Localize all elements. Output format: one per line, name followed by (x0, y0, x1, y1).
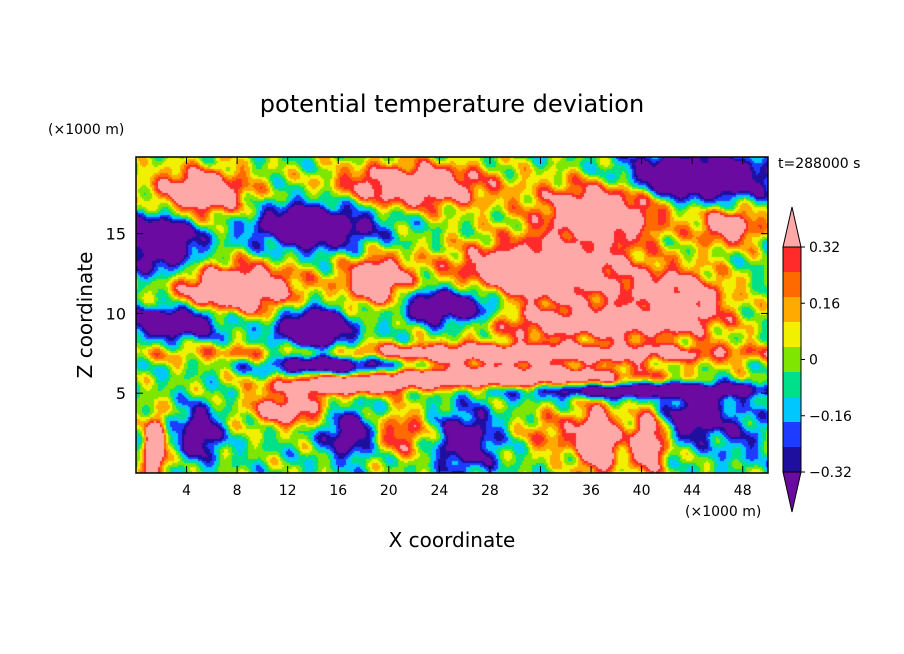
y-tick-label: 5 (116, 384, 126, 403)
colorbar-band (783, 447, 801, 472)
x-unit-label: (×1000 m) (685, 504, 761, 520)
colorbar-band (783, 322, 801, 347)
colorbar-band (783, 272, 801, 297)
colorbar-label: 0 (809, 353, 818, 369)
plot-frame (135, 156, 769, 474)
x-tick-label: 20 (380, 483, 398, 499)
colorbar-bottom-arrow (782, 471, 802, 513)
colorbar-label: 0.32 (809, 240, 840, 256)
colorbar-band (783, 397, 801, 422)
x-tick-label: 36 (582, 483, 600, 499)
y-axis-label: Z coordinate (73, 252, 97, 379)
colorbar-band (783, 247, 801, 272)
y-tick-label: 15 (106, 225, 126, 244)
colorbar-band (783, 347, 801, 372)
colorbar-label: −0.32 (809, 465, 852, 481)
y-axis-ticks: 5 10 15 (106, 225, 768, 403)
x-tick-label: 44 (683, 483, 701, 499)
x-axis-label: X coordinate (389, 528, 516, 552)
x-tick-label: 32 (532, 483, 550, 499)
x-tick-label: 8 (233, 483, 242, 499)
colorbar-label: 0.16 (809, 296, 840, 312)
colorbar-band (783, 372, 801, 397)
x-axis-ticks: 4 8 12 16 20 24 28 32 36 40 44 48 (182, 157, 752, 499)
y-tick-label: 10 (106, 304, 126, 323)
y-unit-label: (×1000 m) (48, 122, 124, 138)
colorbar-top-arrow (782, 206, 802, 248)
chart-title: potential temperature deviation (260, 90, 644, 118)
x-tick-label: 4 (182, 483, 191, 499)
colorbar-label: −0.16 (809, 409, 852, 425)
x-tick-label: 12 (279, 483, 297, 499)
temperature-field (136, 157, 768, 473)
colorbar: 0.32 0.16 0 −0.16 −0.32 (782, 206, 852, 513)
x-tick-label: 40 (633, 483, 651, 499)
x-tick-label: 16 (329, 483, 347, 499)
colorbar-band (783, 297, 801, 322)
time-label: t=288000 s (778, 156, 860, 172)
x-tick-label: 48 (734, 483, 752, 499)
colorbar-band (783, 422, 801, 447)
x-tick-label: 28 (481, 483, 499, 499)
x-tick-label: 24 (430, 483, 448, 499)
